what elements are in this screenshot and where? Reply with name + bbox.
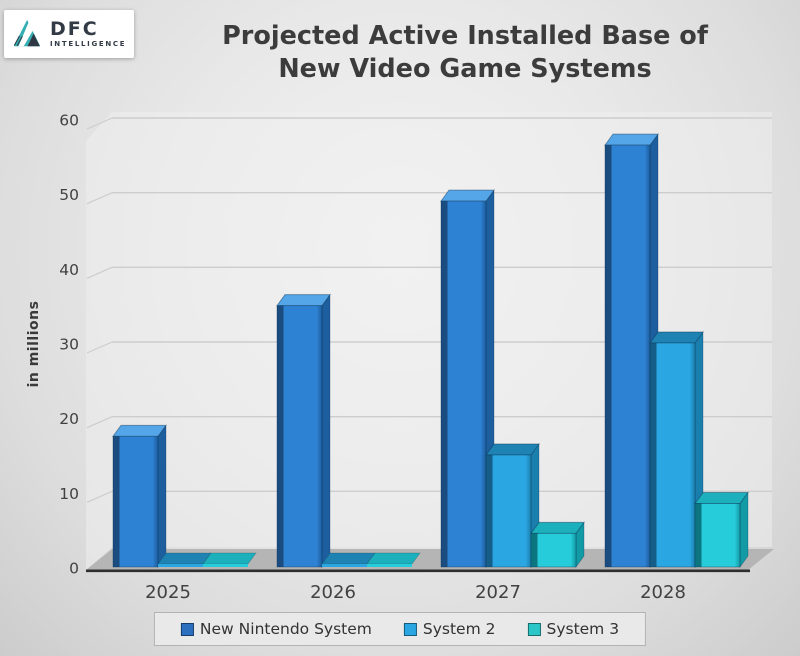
bar-new-nintendo-system-2028-top bbox=[604, 133, 659, 146]
bar-system-2-2027-top bbox=[485, 443, 540, 456]
legend-swatch-system-3 bbox=[527, 622, 541, 636]
bar-new-nintendo-system-2025-top bbox=[112, 424, 167, 437]
bar-new-nintendo-system-2025 bbox=[112, 435, 159, 568]
y-tick-label-30: 30 bbox=[59, 335, 79, 353]
bar-system-3-2028 bbox=[694, 503, 741, 568]
chart-left-wall bbox=[86, 111, 112, 571]
x-axis-label-2027: 2027 bbox=[475, 582, 521, 603]
dfc-logo-icon bbox=[13, 19, 41, 47]
y-tick-label-20: 20 bbox=[59, 410, 79, 428]
bar-new-nintendo-system-2025-side bbox=[157, 424, 167, 569]
logo-brand: DFC bbox=[50, 18, 99, 40]
bar-new-nintendo-system-2028 bbox=[604, 144, 651, 568]
bar-system-3-2025 bbox=[203, 564, 248, 567]
bar-system-2-2026-top bbox=[321, 552, 376, 565]
bar-system-2-2028 bbox=[649, 342, 696, 568]
legend-label-new-nintendo-system: New Nintendo System bbox=[199, 620, 372, 638]
bar-new-nintendo-system-2027-top bbox=[440, 189, 495, 202]
gridline-stub-20 bbox=[86, 416, 113, 429]
y-tick-label-10: 10 bbox=[59, 485, 79, 503]
bar-system-2-2027 bbox=[485, 454, 532, 568]
bar-system-3-2028-side bbox=[739, 491, 749, 569]
dfc-logo-text: DFC INTELLIGENCE bbox=[50, 20, 126, 48]
legend-swatch-system-2 bbox=[403, 622, 417, 636]
legend-item-system-3: System 3 bbox=[527, 620, 619, 638]
y-tick-label-0: 0 bbox=[69, 560, 79, 578]
chart-title-line-2: New Video Game Systems bbox=[278, 53, 652, 84]
dfc-logo: DFC INTELLIGENCE bbox=[4, 10, 134, 58]
bar-system-3-2026-top bbox=[366, 552, 421, 565]
bar-system-3-2027-top bbox=[530, 521, 585, 534]
gridline-stub-10 bbox=[86, 490, 113, 503]
bar-system-3-2027 bbox=[530, 532, 577, 568]
x-axis-label-2028: 2028 bbox=[640, 582, 686, 603]
legend-item-new-nintendo-system: New Nintendo System bbox=[180, 620, 372, 638]
legend-swatch-new-nintendo-system bbox=[180, 622, 194, 636]
x-axis-label-2026: 2026 bbox=[310, 582, 356, 603]
chart-floor bbox=[86, 549, 774, 570]
gridline-stub-60 bbox=[86, 117, 113, 130]
legend-item-system-2: System 2 bbox=[403, 620, 496, 638]
bar-new-nintendo-system-2027 bbox=[440, 200, 487, 568]
y-tick-label-50: 50 bbox=[59, 186, 79, 204]
bar-system-2-2025-top bbox=[157, 552, 212, 565]
bar-system-3-2025-top bbox=[202, 552, 257, 565]
bar-system-2-2026 bbox=[322, 564, 367, 567]
page-title: Projected Active Installed Base of New V… bbox=[140, 20, 790, 85]
bar-new-nintendo-system-2026 bbox=[276, 305, 323, 568]
bar-new-nintendo-system-2026-side bbox=[321, 293, 331, 569]
bar-new-nintendo-system-2026-top bbox=[276, 294, 331, 307]
y-tick-label-60: 60 bbox=[59, 111, 79, 129]
legend-label-system-3: System 3 bbox=[546, 620, 620, 638]
bar-system-3-2026 bbox=[367, 564, 412, 567]
legend-label-system-2: System 2 bbox=[422, 620, 496, 638]
logo-subtitle: INTELLIGENCE bbox=[50, 40, 127, 48]
chart-legend: New Nintendo System System 2 System 3 bbox=[153, 612, 647, 646]
bar-system-2-2028-top bbox=[649, 331, 704, 344]
gridline-stub-50 bbox=[86, 192, 113, 205]
gridline-stub-40 bbox=[86, 266, 113, 279]
bar-system-3-2028-top bbox=[694, 492, 749, 505]
chart-title-line-1: Projected Active Installed Base of bbox=[222, 21, 708, 51]
gridline-stub-30 bbox=[86, 341, 113, 354]
y-axis-title: in millions bbox=[26, 301, 42, 388]
y-tick-label-40: 40 bbox=[59, 261, 79, 279]
x-axis-label-2025: 2025 bbox=[145, 582, 191, 603]
bar-system-2-2025 bbox=[158, 564, 203, 567]
